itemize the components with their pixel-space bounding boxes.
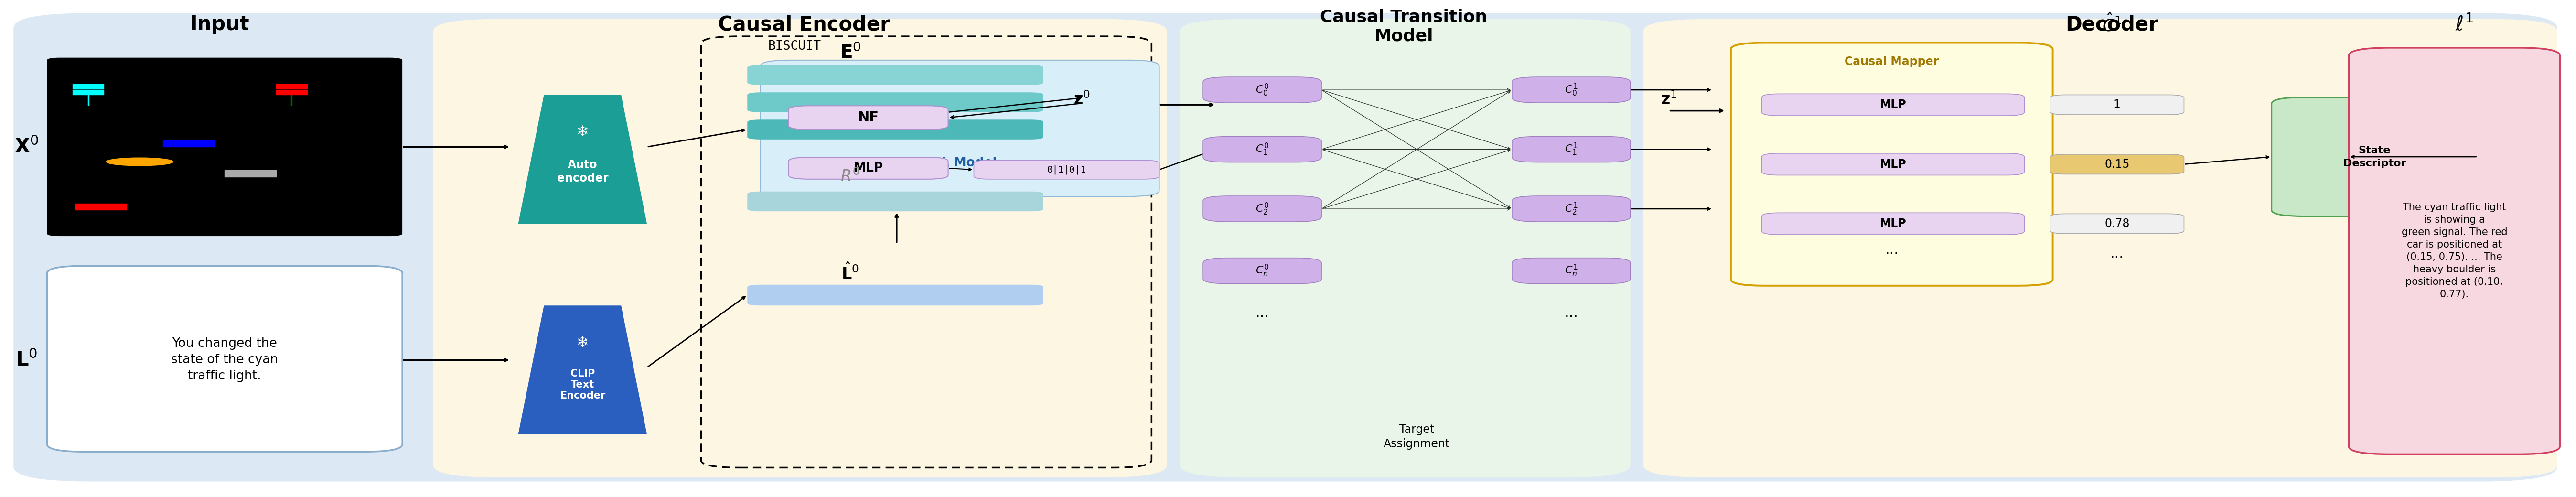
Text: Input: Input (191, 14, 250, 34)
Text: $C_n^1$: $C_n^1$ (1564, 263, 1577, 278)
Bar (72, 90, 103, 95)
Text: $\mathbf{E}^0$: $\mathbf{E}^0$ (840, 43, 860, 62)
Text: MLP: MLP (1880, 99, 1906, 110)
Text: $C_1^1$: $C_1^1$ (1564, 142, 1577, 157)
FancyBboxPatch shape (788, 157, 948, 179)
Text: ❄: ❄ (577, 125, 590, 139)
Text: Causal Encoder: Causal Encoder (719, 14, 889, 34)
FancyBboxPatch shape (747, 191, 1043, 211)
Ellipse shape (106, 158, 173, 166)
FancyBboxPatch shape (1643, 19, 2558, 478)
FancyBboxPatch shape (1762, 94, 2025, 116)
Text: You changed the
state of the cyan
traffic light.: You changed the state of the cyan traffi… (170, 337, 278, 383)
Text: MLP: MLP (853, 162, 884, 174)
Text: $\mathbf{z}^0$: $\mathbf{z}^0$ (1074, 91, 1090, 108)
Text: $C_2^0$: $C_2^0$ (1255, 201, 1270, 216)
Text: BISCUIT: BISCUIT (768, 40, 822, 53)
Bar (75, 203, 126, 210)
FancyBboxPatch shape (2050, 155, 2184, 174)
Bar (162, 141, 214, 147)
Text: NF: NF (858, 111, 878, 124)
Text: ...: ... (1886, 243, 1899, 256)
Text: $R^0$: $R^0$ (840, 168, 860, 185)
FancyBboxPatch shape (1731, 43, 2053, 286)
Text: Target
Assignment: Target Assignment (1383, 424, 1450, 450)
Text: ...: ... (1255, 306, 1270, 320)
Text: $\hat{C}^1$: $\hat{C}^1$ (2102, 14, 2123, 35)
Text: Causal Transition
Model: Causal Transition Model (1321, 9, 1486, 44)
Bar (224, 170, 276, 176)
FancyBboxPatch shape (1180, 19, 1631, 478)
FancyBboxPatch shape (433, 19, 1167, 478)
FancyBboxPatch shape (1512, 196, 1631, 222)
Polygon shape (518, 95, 647, 224)
FancyBboxPatch shape (974, 160, 1159, 179)
Bar (72, 84, 103, 89)
Text: MLP: MLP (1880, 159, 1906, 170)
FancyBboxPatch shape (2349, 48, 2561, 454)
Text: Causal Mapper: Causal Mapper (1844, 56, 1940, 68)
FancyBboxPatch shape (1512, 77, 1631, 103)
FancyBboxPatch shape (1203, 258, 1321, 284)
FancyBboxPatch shape (747, 285, 1043, 306)
FancyBboxPatch shape (1203, 77, 1321, 103)
Text: $C_0^0$: $C_0^0$ (1255, 83, 1270, 97)
Text: 1: 1 (2112, 99, 2120, 110)
Text: $C_0^1$: $C_0^1$ (1564, 83, 1577, 97)
Text: $C_1^0$: $C_1^0$ (1255, 142, 1270, 157)
Text: $\mathbf{z}^1$: $\mathbf{z}^1$ (1662, 91, 1677, 108)
FancyBboxPatch shape (760, 60, 1159, 196)
Text: ...: ... (1564, 306, 1579, 320)
FancyBboxPatch shape (1512, 137, 1631, 162)
Text: 0.78: 0.78 (2105, 218, 2130, 230)
Text: Auto
encoder: Auto encoder (556, 160, 608, 184)
FancyBboxPatch shape (46, 266, 402, 452)
Text: ...: ... (2110, 247, 2125, 260)
FancyBboxPatch shape (1512, 258, 1631, 284)
FancyBboxPatch shape (2272, 97, 2478, 216)
Text: 0.15: 0.15 (2105, 159, 2130, 170)
Text: $\hat{\mathbf{L}}^0$: $\hat{\mathbf{L}}^0$ (842, 263, 860, 283)
Text: $\mathbf{L}^0$: $\mathbf{L}^0$ (15, 350, 36, 370)
Text: 0|1|0|1: 0|1|0|1 (1046, 165, 1087, 174)
FancyBboxPatch shape (747, 65, 1043, 85)
FancyBboxPatch shape (747, 120, 1043, 140)
Text: $\mathbf{X}^0$: $\mathbf{X}^0$ (15, 137, 39, 157)
FancyBboxPatch shape (46, 58, 402, 236)
FancyBboxPatch shape (2050, 214, 2184, 234)
Text: CRL Model: CRL Model (922, 157, 997, 169)
Text: State
Descriptor: State Descriptor (2344, 146, 2406, 168)
FancyBboxPatch shape (1203, 196, 1321, 222)
Text: Decoder: Decoder (2066, 14, 2159, 34)
Text: $\ell^1$: $\ell^1$ (2455, 14, 2473, 35)
Text: $C_2^1$: $C_2^1$ (1564, 201, 1577, 216)
FancyBboxPatch shape (1203, 137, 1321, 162)
Text: MLP: MLP (1880, 218, 1906, 230)
FancyBboxPatch shape (1762, 154, 2025, 175)
FancyBboxPatch shape (788, 106, 948, 130)
FancyBboxPatch shape (13, 13, 2558, 482)
Text: CLIP
Text
Encoder: CLIP Text Encoder (559, 369, 605, 401)
Text: The cyan traffic light
is showing a
green signal. The red
car is positioned at
(: The cyan traffic light is showing a gree… (2401, 203, 2506, 299)
Bar (276, 84, 307, 89)
FancyBboxPatch shape (21, 19, 420, 478)
Polygon shape (518, 306, 647, 434)
Bar (276, 90, 307, 95)
Text: $C_n^0$: $C_n^0$ (1255, 263, 1270, 278)
FancyBboxPatch shape (2050, 95, 2184, 115)
FancyBboxPatch shape (1762, 213, 2025, 235)
Text: ❄: ❄ (577, 336, 590, 349)
FancyBboxPatch shape (747, 92, 1043, 112)
